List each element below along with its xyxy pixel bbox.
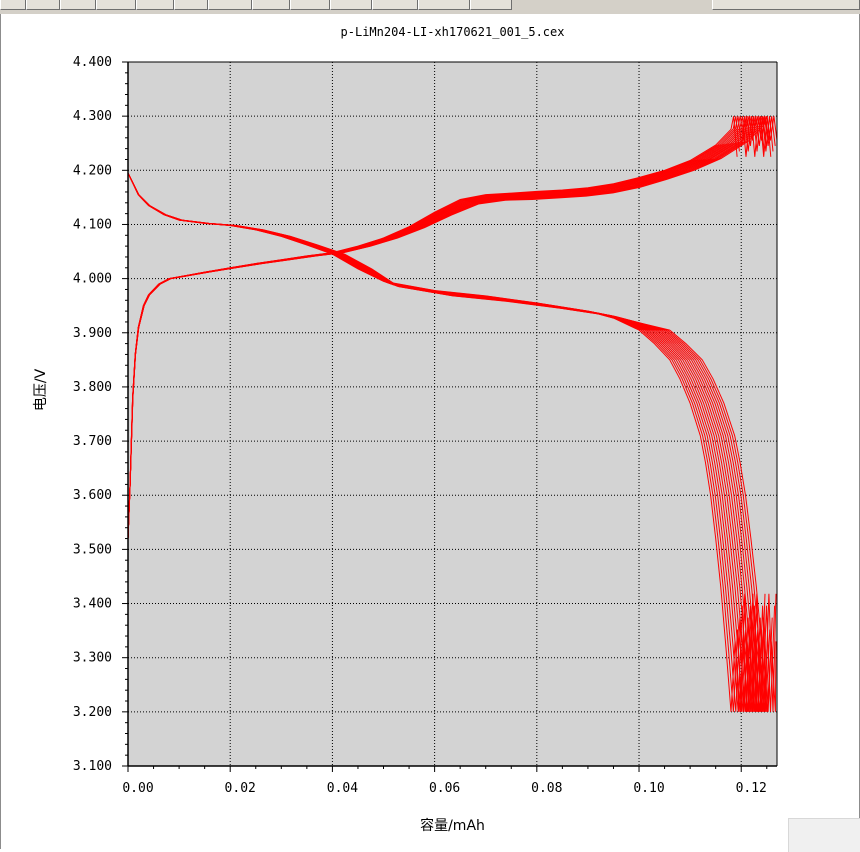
- tb-btn-11[interactable]: [372, 0, 418, 10]
- plot-area: [128, 62, 777, 766]
- x-tick-label: 0.04: [327, 781, 358, 796]
- tb-btn-2[interactable]: [26, 0, 60, 10]
- x-tick-label: 0.12: [736, 781, 767, 796]
- axes: [122, 61, 778, 772]
- y-tick-label: 4.000: [73, 272, 112, 287]
- tb-btn-5[interactable]: [136, 0, 174, 10]
- tb-btn-3[interactable]: [60, 0, 96, 10]
- tb-btn-12[interactable]: [418, 0, 470, 10]
- x-tick-label: 0.10: [633, 781, 664, 796]
- y-tick-label: 3.500: [73, 542, 112, 557]
- chart-canvas: p-LiMn204-LI-xh170621_001_5.cex 0.00 0.02…: [33, 25, 778, 834]
- y-tick-label: 4.300: [73, 109, 112, 124]
- status-corner: [788, 818, 860, 852]
- y-tick-label: 3.400: [73, 597, 112, 612]
- charge-curve-cycle: [127, 116, 778, 539]
- y-tick-label: 4.100: [73, 217, 112, 232]
- chart-title: p-LiMn204-LI-xh170621_001_5.cex: [341, 25, 565, 39]
- voltage-curves: [127, 116, 778, 712]
- tb-btn-8[interactable]: [252, 0, 290, 10]
- x-tick-label: 0.08: [531, 781, 562, 796]
- grid-lines: [128, 61, 777, 766]
- y-tick-label: 3.800: [73, 380, 112, 395]
- y-tick-label: 4.200: [73, 163, 112, 178]
- y-tick-label: 3.600: [73, 488, 112, 503]
- tb-btn-wide[interactable]: [712, 0, 860, 10]
- y-tick-label: 3.200: [73, 705, 112, 720]
- y-tick-label: 4.400: [73, 55, 112, 70]
- tb-btn-1[interactable]: [0, 0, 26, 10]
- tb-btn-7[interactable]: [208, 0, 252, 10]
- tb-btn-13[interactable]: [470, 0, 512, 10]
- tb-btn-6[interactable]: [174, 0, 208, 10]
- x-tick-labels: 0.00 0.02 0.04 0.06 0.08 0.10 0.12: [122, 781, 767, 796]
- x-tick-label: 0.06: [429, 781, 460, 796]
- tb-btn-4[interactable]: [96, 0, 136, 10]
- toolbar-strip: [0, 0, 860, 15]
- y-tick-label: 3.100: [73, 759, 112, 774]
- y-axis-label: 电压/V: [33, 368, 49, 411]
- y-tick-label: 3.700: [73, 434, 112, 449]
- x-axis-label: 容量/mAh: [420, 817, 485, 834]
- tb-btn-9[interactable]: [290, 0, 330, 10]
- tb-btn-10[interactable]: [330, 0, 372, 10]
- y-tick-label: 3.300: [73, 651, 112, 666]
- y-tick-label: 3.900: [73, 326, 112, 341]
- chart-panel: p-LiMn204-LI-xh170621_001_5.cex 0.00 0.02…: [0, 14, 860, 849]
- x-tick-label: 0.00: [122, 781, 153, 796]
- x-tick-label: 0.02: [225, 781, 256, 796]
- y-tick-labels: 3.100 3.200 3.300 3.400 3.500 3.600 3.700 3.800…: [73, 55, 112, 774]
- discharge-curve-cycle: [127, 172, 777, 712]
